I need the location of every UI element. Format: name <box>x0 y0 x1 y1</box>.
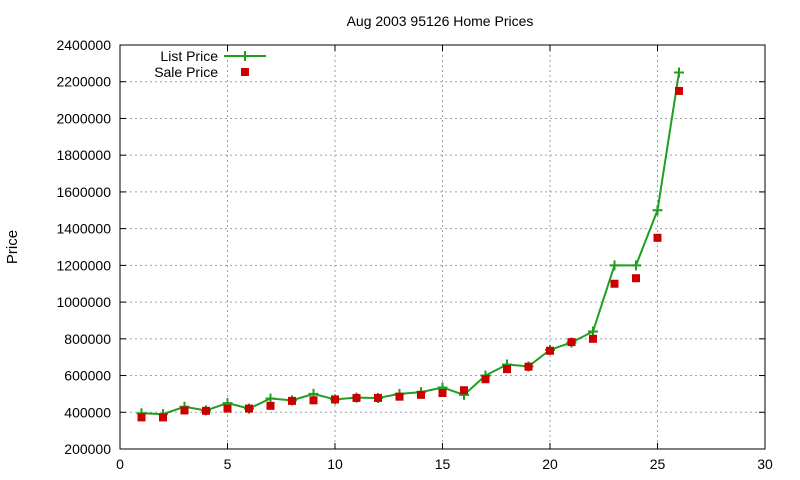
x-tick-label: 30 <box>757 456 773 472</box>
y-tick-label: 800000 <box>64 331 111 347</box>
data-point <box>675 86 683 95</box>
y-tick-label: 600000 <box>64 368 111 384</box>
data-point <box>159 413 167 422</box>
data-point <box>653 233 662 242</box>
data-point <box>180 406 189 415</box>
chart-title: Aug 2003 95126 Home Prices <box>347 13 534 29</box>
y-tick-label: 2000000 <box>56 110 111 126</box>
data-point <box>331 395 339 404</box>
data-point <box>223 404 232 413</box>
series-layer <box>136 67 684 422</box>
y-tick-label: 1800000 <box>56 147 111 163</box>
y-tick-label: 1000000 <box>56 294 111 310</box>
y-tick-label: 400000 <box>64 404 111 420</box>
data-point <box>288 396 296 405</box>
legend-label: Sale Price <box>154 64 218 80</box>
data-point <box>631 260 641 271</box>
data-point <box>524 362 533 371</box>
axes: 0 5 10 15 20 25 30 200000 400000 600000 800000 1000… <box>56 37 773 472</box>
data-point <box>609 260 620 271</box>
x-tick-label: 10 <box>327 456 343 472</box>
data-point <box>266 401 275 410</box>
legend-swatch-marker <box>240 51 250 61</box>
data-point <box>503 365 511 374</box>
data-point <box>588 326 598 337</box>
y-tick-label: 1600000 <box>56 184 111 200</box>
data-point <box>674 67 684 78</box>
y-tick-label: 2200000 <box>56 74 111 90</box>
y-tick-label: 1400000 <box>56 221 111 237</box>
data-point <box>309 396 318 405</box>
data-point <box>589 334 597 343</box>
data-point <box>352 393 361 402</box>
data-point <box>395 392 404 401</box>
data-point <box>265 393 276 404</box>
x-tick-label: 0 <box>116 456 124 472</box>
data-point <box>567 338 576 347</box>
data-point <box>652 205 663 216</box>
x-tick-label: 5 <box>224 456 232 472</box>
data-point <box>417 390 425 399</box>
data-point <box>632 274 640 283</box>
y-tick-label: 2400000 <box>56 37 111 53</box>
legend-label: List Price <box>160 48 218 64</box>
data-point <box>610 279 619 288</box>
data-point <box>137 413 146 422</box>
y-tick-label: 200000 <box>64 441 111 457</box>
x-tick-label: 15 <box>435 456 451 472</box>
data-point <box>374 393 382 402</box>
grid <box>120 45 765 449</box>
data-point <box>438 388 447 397</box>
y-tick-label: 1200000 <box>56 257 111 273</box>
data-point <box>460 386 468 395</box>
x-tick-label: 20 <box>542 456 558 472</box>
data-point <box>202 406 210 415</box>
x-tick-label: 25 <box>650 456 666 472</box>
data-point <box>481 375 490 384</box>
data-point <box>546 346 554 355</box>
legend-swatch-marker <box>241 68 249 76</box>
data-point <box>245 404 253 413</box>
series-sale-price <box>137 86 683 422</box>
y-axis-label: Price <box>4 230 21 264</box>
